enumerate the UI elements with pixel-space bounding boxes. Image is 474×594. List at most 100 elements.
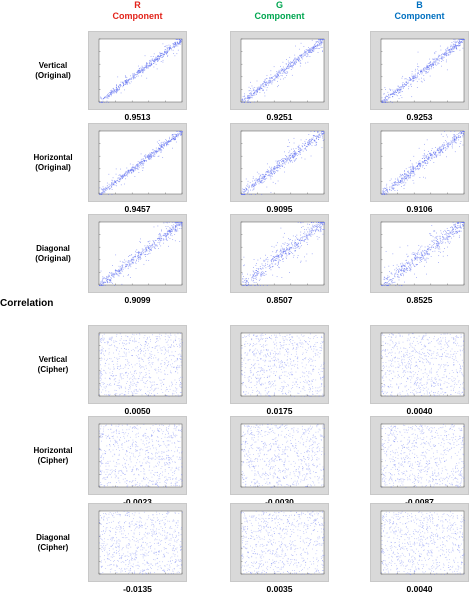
scatter-point bbox=[443, 152, 444, 153]
scatter-point bbox=[109, 338, 110, 339]
scatter-point bbox=[277, 76, 278, 77]
scatter-point bbox=[419, 257, 420, 258]
scatter-point bbox=[178, 224, 179, 225]
scatter-point bbox=[397, 274, 398, 275]
scatter-point bbox=[247, 102, 248, 103]
scatter-point bbox=[430, 61, 431, 62]
scatter-point bbox=[110, 94, 111, 95]
scatter-point bbox=[406, 84, 407, 85]
scatter-point bbox=[427, 67, 428, 68]
scatter-point bbox=[121, 176, 122, 177]
scatter-point bbox=[419, 79, 420, 80]
scatter-point bbox=[424, 160, 425, 161]
correlation-value: 0.9251 bbox=[230, 112, 329, 122]
scatter-point bbox=[322, 42, 323, 43]
scatter-point bbox=[269, 172, 270, 173]
scatter-point bbox=[410, 171, 411, 172]
scatter-point bbox=[455, 139, 456, 140]
scatter-point bbox=[282, 248, 283, 249]
scatter-point bbox=[161, 240, 162, 241]
scatter-point bbox=[288, 245, 289, 246]
scatter-point bbox=[157, 56, 158, 57]
scatter-point bbox=[452, 146, 453, 147]
scatter-point bbox=[246, 283, 247, 284]
scatter-point bbox=[173, 345, 174, 346]
correlation-value: 0.9095 bbox=[230, 204, 329, 214]
scatter-point bbox=[407, 268, 408, 269]
scatter-point bbox=[285, 73, 286, 74]
scatter-point bbox=[435, 63, 436, 64]
scatter-point bbox=[109, 352, 110, 353]
scatter-point bbox=[242, 188, 243, 189]
scatter-point bbox=[294, 150, 295, 151]
scatter-point bbox=[396, 268, 397, 269]
scatter-point bbox=[404, 188, 405, 189]
scatter-point bbox=[258, 87, 259, 88]
scatter-point bbox=[99, 102, 100, 103]
scatter-point bbox=[106, 188, 107, 189]
scatter-point bbox=[170, 140, 171, 141]
scatter-point bbox=[386, 99, 387, 100]
scatter-point bbox=[154, 60, 155, 61]
scatter-point bbox=[273, 182, 274, 183]
scatter-point bbox=[151, 155, 152, 156]
scatter-point bbox=[129, 352, 130, 353]
scatter-point bbox=[321, 222, 322, 223]
scatter-point bbox=[445, 149, 446, 150]
scatter-point bbox=[142, 159, 143, 160]
scatter-point bbox=[307, 62, 308, 63]
scatter-point bbox=[156, 64, 157, 65]
scatter-point bbox=[150, 377, 151, 378]
scatter-point bbox=[176, 131, 177, 132]
scatter-point bbox=[403, 82, 404, 83]
scatter-point bbox=[392, 278, 393, 279]
scatter-point bbox=[303, 151, 304, 152]
scatter-point bbox=[249, 95, 250, 96]
scatter-point bbox=[142, 161, 143, 162]
scatter-point bbox=[265, 84, 266, 85]
scatter-point bbox=[163, 43, 164, 44]
scatter-point bbox=[435, 58, 436, 59]
scatter-point bbox=[300, 149, 301, 150]
scatter-point bbox=[136, 260, 137, 261]
scatter-point bbox=[266, 171, 267, 172]
scatter-point bbox=[318, 48, 319, 49]
scatter-point bbox=[429, 157, 430, 158]
scatter-point bbox=[463, 224, 464, 225]
scatter-point bbox=[290, 158, 291, 159]
scatter-point bbox=[141, 165, 142, 166]
scatter-point bbox=[176, 42, 177, 43]
scatter-point bbox=[308, 140, 309, 141]
scatter-point bbox=[283, 252, 284, 253]
scatter-point bbox=[173, 50, 174, 51]
scatter-point bbox=[271, 192, 272, 193]
scatter-svg bbox=[371, 124, 470, 203]
scatter-point bbox=[431, 247, 432, 248]
scatter-point bbox=[308, 142, 309, 143]
scatter-point bbox=[108, 395, 109, 396]
scatter-point bbox=[413, 166, 414, 167]
scatter-point bbox=[413, 254, 414, 255]
scatter-point bbox=[104, 277, 105, 278]
scatter-point bbox=[313, 230, 314, 231]
scatter-point bbox=[139, 241, 140, 242]
scatter-point bbox=[138, 76, 139, 77]
scatter-point bbox=[259, 280, 260, 281]
scatter-point bbox=[281, 246, 282, 247]
scatter-point bbox=[429, 157, 430, 158]
scatter-point bbox=[181, 223, 182, 224]
scatter-point bbox=[271, 175, 272, 176]
scatter-point bbox=[271, 263, 272, 264]
scatter-point bbox=[429, 244, 430, 245]
scatter-point bbox=[116, 87, 117, 88]
scatter-point bbox=[409, 264, 410, 265]
scatter-point bbox=[245, 101, 246, 102]
scatter-point bbox=[177, 44, 178, 45]
scatter-point bbox=[444, 230, 445, 231]
scatter-point bbox=[435, 61, 436, 62]
scatter-point bbox=[388, 192, 389, 193]
scatter-point bbox=[423, 177, 424, 178]
scatter-point bbox=[255, 185, 256, 186]
scatter-point bbox=[289, 57, 290, 58]
scatter-point bbox=[449, 243, 450, 244]
